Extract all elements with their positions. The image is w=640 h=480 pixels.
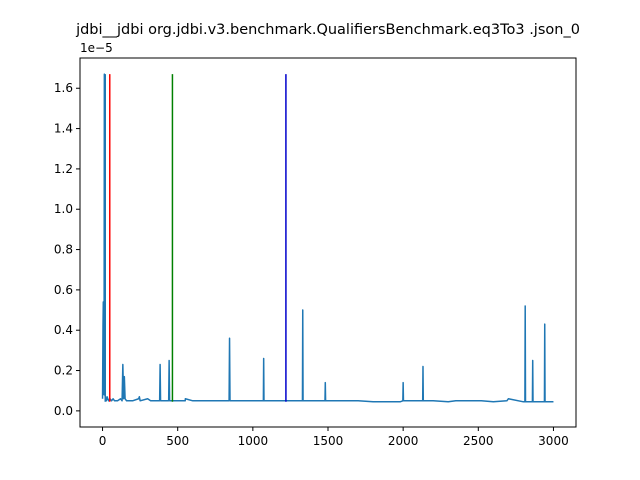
y-tick-label: 0.6 bbox=[54, 283, 73, 297]
y-tick-label: 1.4 bbox=[54, 122, 73, 136]
x-axis: 0 500 1000 1500 2000 2500 3000 bbox=[99, 427, 569, 448]
y-tick-label: 1.6 bbox=[54, 81, 73, 95]
chart-title: jdbi__jdbi org.jdbi.v3.benchmark.Qualifi… bbox=[75, 22, 580, 38]
axes-frame bbox=[79, 57, 577, 428]
x-tick-label: 500 bbox=[166, 434, 189, 448]
x-tick-label: 1000 bbox=[238, 434, 269, 448]
y-tick-label: 1.2 bbox=[54, 162, 73, 176]
y-tick-label: 0.0 bbox=[54, 404, 73, 418]
x-tick-label: 2000 bbox=[388, 434, 419, 448]
y-tick-label: 1.0 bbox=[54, 202, 73, 216]
x-tick-label: 0 bbox=[99, 434, 107, 448]
plot-area bbox=[101, 73, 554, 403]
x-tick-label: 3000 bbox=[538, 434, 569, 448]
y-multiplier-label: 1e−5 bbox=[80, 41, 113, 55]
x-tick-label: 2500 bbox=[463, 434, 494, 448]
y-tick-label: 0.2 bbox=[54, 364, 73, 378]
x-tick-label: 1500 bbox=[313, 434, 344, 448]
vertical-markers bbox=[104, 74, 287, 402]
y-tick-label: 0.8 bbox=[54, 243, 73, 257]
y-tick-label: 0.4 bbox=[54, 323, 73, 337]
y-axis: 0.0 0.2 0.4 0.6 0.8 1.0 1.2 1.4 1.6 bbox=[54, 81, 80, 418]
series-line bbox=[101, 73, 554, 403]
